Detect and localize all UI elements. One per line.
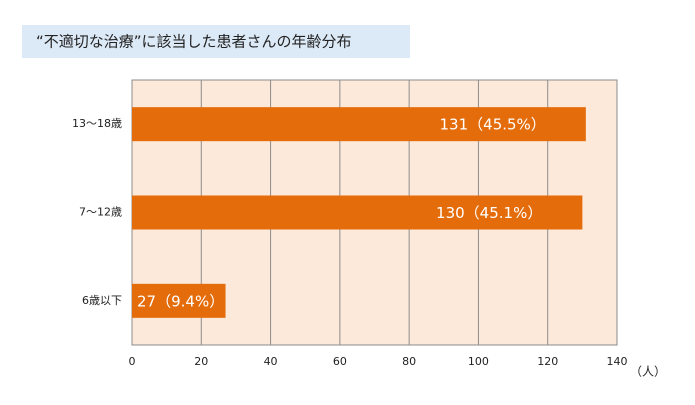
data-label: 130（45.1%） (436, 204, 542, 222)
chart-title: “不適切な治療”に該当した患者さんの年齢分布 (36, 33, 352, 51)
x-tick-label: 100 (468, 355, 489, 368)
x-tick-label: 120 (537, 355, 558, 368)
y-tick-label: 13〜18歳 (72, 117, 122, 130)
x-axis-label: （人） (630, 365, 666, 379)
data-label: 27（9.4%） (137, 292, 224, 310)
x-tick-label: 140 (607, 355, 628, 368)
x-tick-label: 80 (402, 355, 416, 368)
x-tick-label: 60 (333, 355, 347, 368)
x-tick-label: 20 (194, 355, 208, 368)
y-tick-label: 6歳以下 (82, 294, 122, 307)
bar (132, 107, 586, 142)
x-tick-label: 40 (264, 355, 278, 368)
bar (132, 283, 226, 318)
y-tick-label: 7〜12歳 (79, 206, 122, 219)
data-label: 131（45.5%） (440, 116, 546, 134)
bar (132, 195, 583, 230)
title-box (22, 25, 410, 58)
x-tick-label: 0 (129, 355, 136, 368)
